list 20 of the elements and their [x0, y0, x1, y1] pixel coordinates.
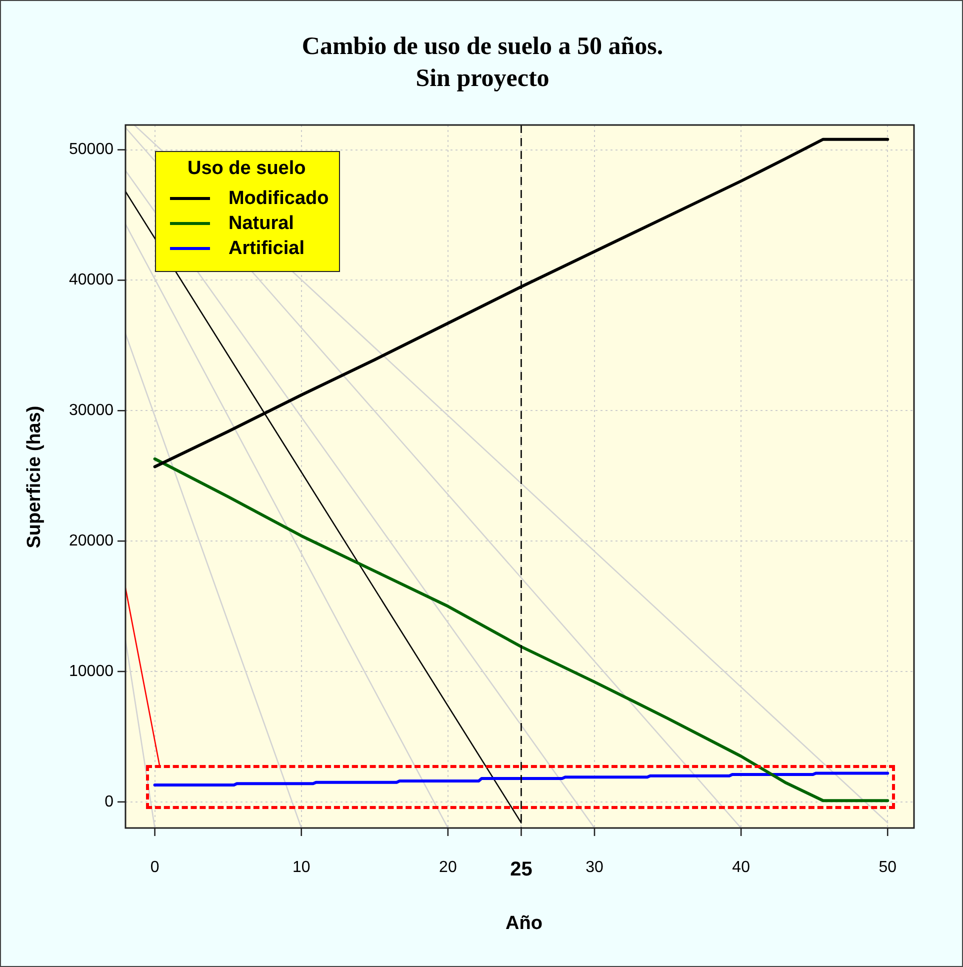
y-tick-label: 30000 [68, 402, 114, 420]
legend-title: Uso de suelo [186, 158, 307, 180]
y-tick-label: 40000 [68, 272, 114, 289]
legend-label: Artificial [228, 238, 305, 260]
x-axis-title: Año [504, 913, 544, 935]
x-tick-label: 0 [150, 859, 160, 876]
x-tick-label: 50 [878, 859, 897, 876]
y-tick-label: 10000 [68, 662, 114, 680]
y-tick-label: 20000 [68, 532, 114, 550]
y-tick-label: 0 [104, 793, 114, 810]
y-tick-label: 50000 [68, 141, 114, 158]
x-tick-label: 20 [439, 859, 457, 876]
legend-label: Modificado [228, 188, 329, 210]
x-tick-label: 30 [586, 859, 604, 876]
x-tick-label: 25 [510, 858, 532, 881]
x-tick-label: 10 [292, 859, 310, 876]
x-tick-label: 40 [732, 859, 750, 876]
chart-title: Cambio de uso de suelo a 50 años. Sin proyecto [300, 32, 664, 94]
legend-label: Natural [228, 212, 294, 234]
y-axis-title: Superficie (has) [24, 406, 46, 548]
